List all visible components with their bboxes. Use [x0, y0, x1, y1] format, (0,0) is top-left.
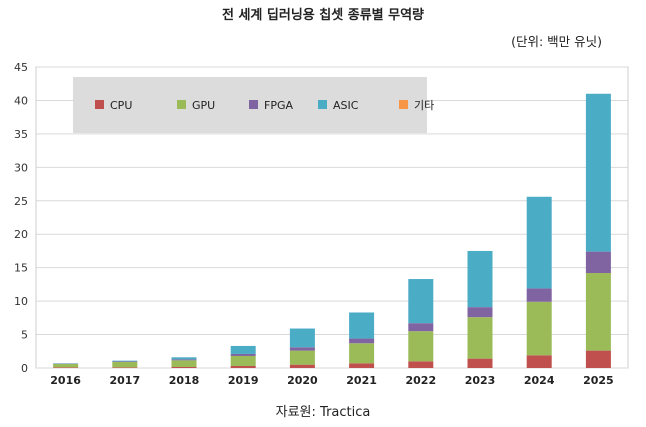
y-tick-label: 25 [14, 195, 28, 208]
y-tick-label: 0 [21, 362, 28, 375]
x-tick-label: 2016 [50, 374, 81, 387]
bar-segment-cpu [171, 366, 197, 368]
x-tick-label: 2021 [346, 374, 377, 387]
bar-segment-cpu [467, 358, 493, 368]
x-tick-label: 2019 [228, 374, 259, 387]
bar-segment-cpu [585, 350, 611, 368]
bar-segment-asic [467, 250, 493, 308]
legend-label: 기타 [414, 99, 434, 112]
y-tick-label: 35 [14, 128, 28, 141]
bar-segment-fpga [349, 338, 375, 344]
y-tick-label: 30 [14, 161, 28, 174]
bar-segment-gpu [526, 301, 552, 356]
legend-swatch [318, 100, 327, 109]
bar-segment-asic [349, 312, 375, 339]
bar-segment-gpu [230, 355, 256, 366]
bar-segment-cpu [349, 363, 375, 368]
bar-segment-asic [171, 357, 197, 360]
bar-segment-cpu [289, 364, 315, 368]
y-tick-label: 5 [21, 329, 28, 342]
legend-label: FPGA [264, 99, 293, 112]
x-tick-label: 2020 [287, 374, 318, 387]
y-tick-label: 20 [14, 228, 28, 241]
unit-label: (단위: 백만 유닛) [511, 34, 602, 49]
legend-label: ASIC [333, 99, 359, 112]
y-tick-label: 45 [14, 61, 28, 74]
bar-segment-fpga [585, 251, 611, 274]
bar-segment-fpga [171, 359, 197, 361]
bar-segment-gpu [53, 363, 79, 368]
legend-swatch [249, 100, 258, 109]
legend-swatch [177, 100, 186, 109]
bar-segment-cpu [526, 355, 552, 368]
bar-segment-asic [585, 93, 611, 252]
bar-segment-asic [408, 279, 434, 324]
bar-segment-gpu [171, 360, 197, 367]
y-tick-label: 15 [14, 262, 28, 275]
x-tick-label: 2023 [465, 374, 496, 387]
bar-segment-gpu [585, 273, 611, 351]
x-tick-label: 2022 [405, 374, 436, 387]
legend-swatch [95, 100, 104, 109]
legend-label: GPU [192, 99, 215, 112]
x-tick-label: 2018 [169, 374, 200, 387]
chart-title: 전 세계 딥러닝용 칩셋 종류별 무역량 [221, 8, 425, 23]
y-tick-label: 40 [14, 94, 28, 107]
x-tick-label: 2017 [109, 374, 140, 387]
bar-segment-fpga [526, 288, 552, 302]
y-tick-label: 10 [14, 295, 28, 308]
bar-segment-fpga [467, 307, 493, 318]
bar-segment-gpu [289, 350, 315, 365]
source-note: 자료원: Tractica [275, 405, 371, 420]
bar-segment-cpu [230, 365, 256, 368]
bar-segment-fpga [230, 353, 256, 356]
legend-label: CPU [110, 99, 132, 112]
bar-segment-fpga [408, 323, 434, 332]
bar-segment-asic [289, 328, 315, 348]
bar-segment-gpu [467, 317, 493, 359]
bar-segment-cpu [112, 367, 138, 368]
bar-segment-asic [230, 345, 256, 354]
bar-segment-gpu [112, 361, 138, 368]
bar-segment-gpu [408, 331, 434, 362]
bar-segment-cpu [53, 367, 79, 368]
bar-segment-gpu [349, 343, 375, 364]
bar-segment-fpga [112, 361, 138, 362]
legend-swatch [399, 100, 408, 109]
bar-segment-fpga [289, 347, 315, 351]
bar-segment-asic [526, 196, 552, 289]
x-tick-label: 2024 [524, 374, 555, 387]
bar-segment-asic [112, 360, 138, 362]
bar-segment-cpu [408, 361, 434, 368]
x-tick-label: 2025 [583, 374, 614, 387]
